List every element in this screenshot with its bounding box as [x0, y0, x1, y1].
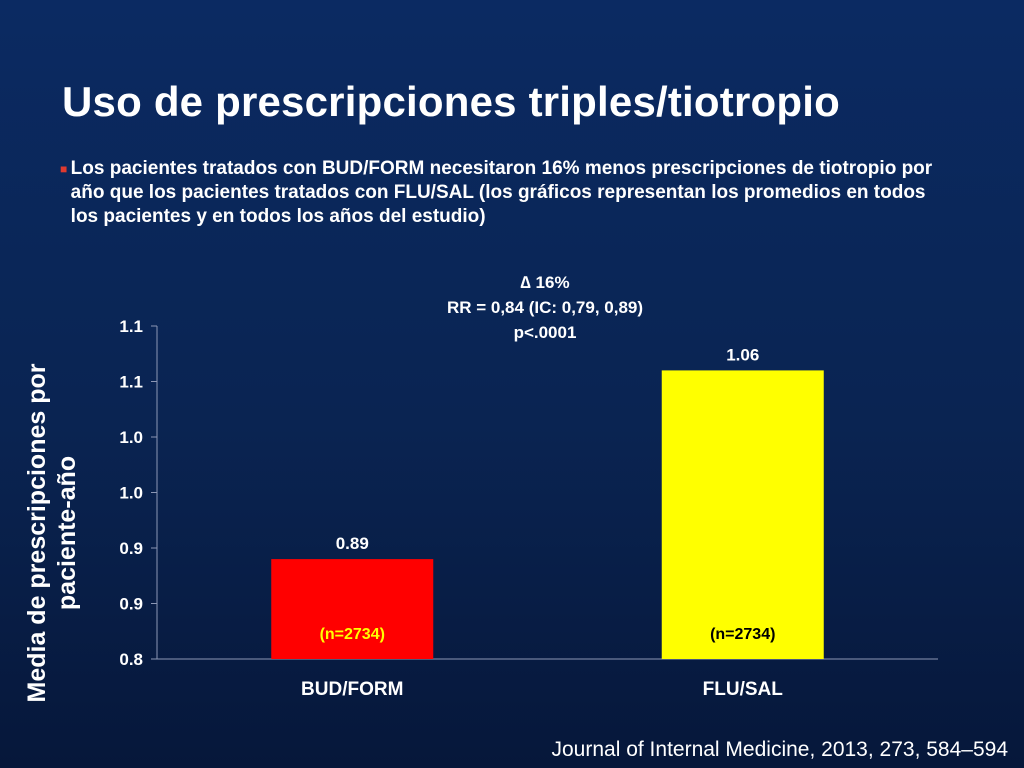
annotation-delta: ∆ 16%	[520, 273, 570, 292]
x-category-label: BUD/FORM	[301, 679, 403, 700]
y-tick-label: 1.1	[119, 373, 143, 392]
bar-value-label: 0.89	[336, 534, 369, 553]
annotation-rr: RR = 0,84 (IC: 0,79, 0,89)	[446, 298, 644, 317]
citation: Journal of Internal Medicine, 2013, 273,…	[551, 738, 1009, 761]
y-tick-label: 0.9	[119, 595, 143, 614]
annotation-p-value: p<.0001	[513, 323, 577, 342]
y-tick-label: 1.1	[119, 317, 143, 336]
stat-annotation: ∆ 16% RR = 0,84 (IC: 0,79, 0,89) p<.0001	[380, 270, 710, 345]
bar-value-label: 1.06	[726, 345, 759, 364]
y-tick-label: 1.0	[119, 484, 143, 503]
bar-n-label: (n=2734)	[710, 626, 775, 643]
bar-flu-sal	[661, 370, 824, 659]
bullet-text: Los pacientes tratados con BUD/FORM nece…	[70, 158, 933, 227]
y-tick-label: 0.9	[119, 539, 143, 558]
bullet-point: ■ Los pacientes tratados con BUD/FORM ne…	[60, 157, 950, 229]
bullet-square-icon: ■	[60, 162, 68, 176]
x-category-label: FLU/SAL	[703, 679, 784, 700]
bar-n-label: (n=2734)	[320, 626, 385, 643]
bar-bud-form	[271, 559, 434, 659]
y-tick-label: 1.0	[119, 428, 143, 447]
slide-title: Uso de prescripciones triples/tiotropio	[62, 78, 840, 125]
y-tick-label: 0.8	[119, 650, 143, 669]
